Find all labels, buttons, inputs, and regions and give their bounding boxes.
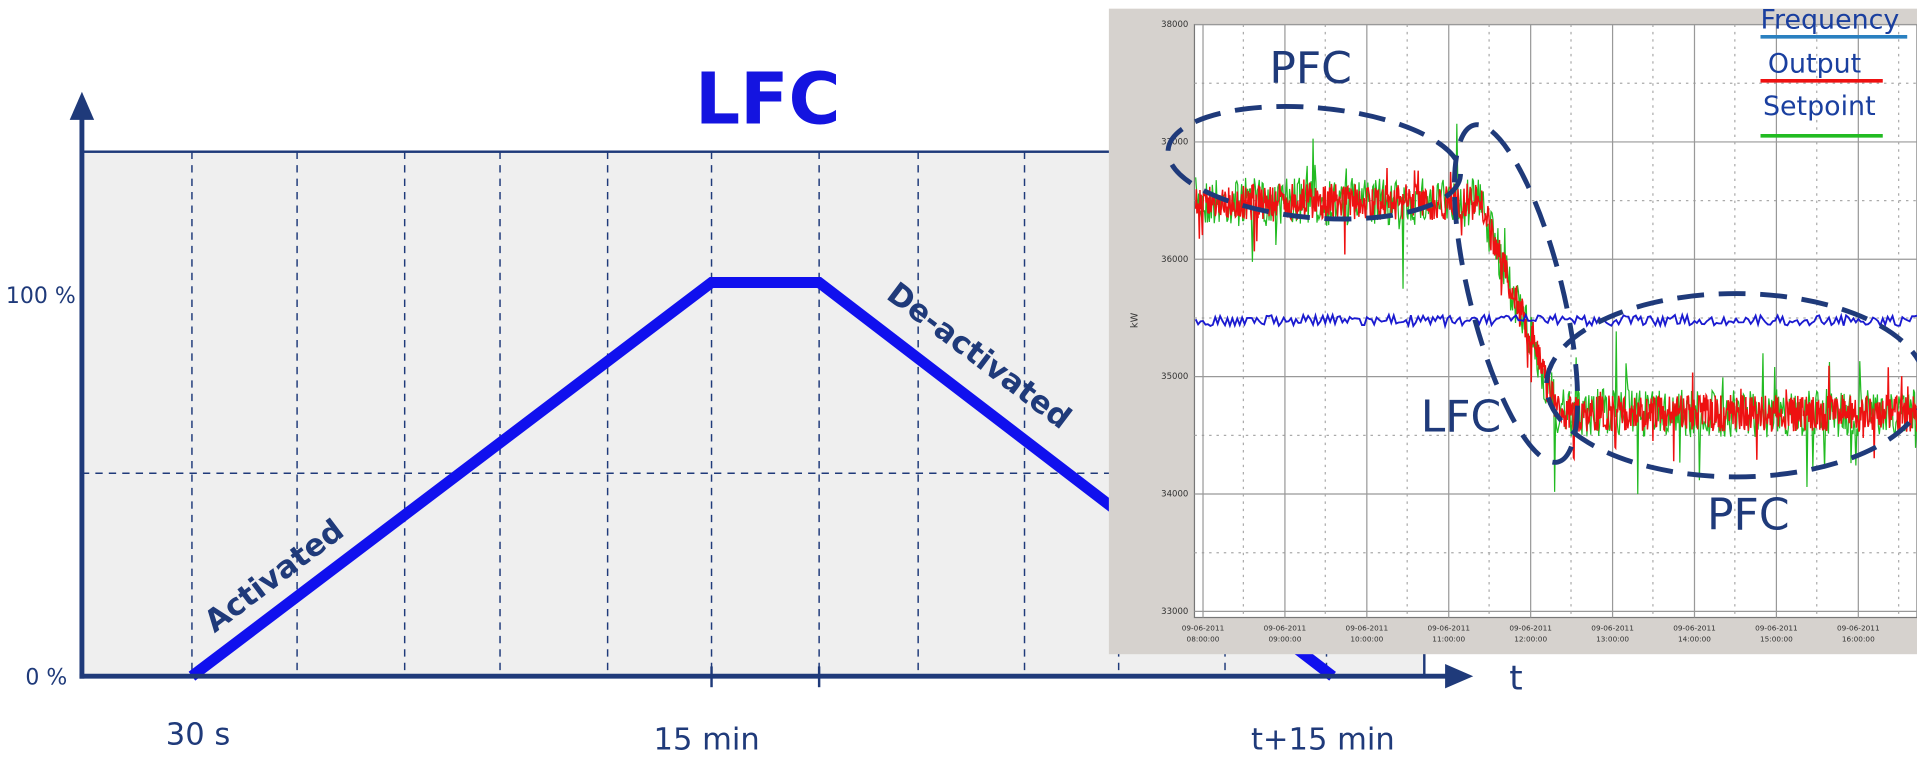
axis-label: t bbox=[1509, 658, 1522, 698]
tick-label: 09-06-2011 bbox=[1673, 624, 1716, 633]
diagram: LFC 100 % 0 % 30 s 15 min t+15 min t Act… bbox=[0, 0, 1917, 757]
tick-label: 11:00:00 bbox=[1432, 635, 1465, 644]
tick-label: 15:00:00 bbox=[1760, 635, 1793, 644]
annotation: PFC bbox=[1269, 43, 1352, 94]
x-label: t+15 min bbox=[1251, 722, 1395, 757]
tick-label: 09-06-2011 bbox=[1346, 624, 1389, 633]
tick-label: 09-06-2011 bbox=[1264, 624, 1307, 633]
tick-label: 09-06-2011 bbox=[1427, 624, 1470, 633]
legend-entry: Setpoint bbox=[1763, 91, 1876, 122]
axis-label: kW bbox=[1130, 312, 1141, 328]
inset: 380003700036000350003400033000kW09-06-20… bbox=[1109, 4, 1917, 654]
tick-label: 09-06-2011 bbox=[1591, 624, 1634, 633]
page: {"title": "LFC", "y_labels": ["100 %", "… bbox=[0, 0, 1917, 757]
title: LFC bbox=[695, 58, 841, 141]
tick-label: 12:00:00 bbox=[1514, 635, 1547, 644]
arrow bbox=[1445, 664, 1473, 688]
tick-label: 09-06-2011 bbox=[1182, 624, 1225, 633]
tick-label: 13:00:00 bbox=[1596, 635, 1629, 644]
x-label: 15 min bbox=[654, 722, 760, 757]
tick-label: 36000 bbox=[1161, 255, 1188, 265]
tick-label: 38000 bbox=[1161, 20, 1188, 30]
arrow bbox=[70, 92, 94, 120]
tick-label: 10:00:00 bbox=[1350, 635, 1383, 644]
legend-entry: Output bbox=[1768, 48, 1861, 79]
tick-label: 09-06-2011 bbox=[1837, 624, 1880, 633]
y-label: 100 % bbox=[6, 284, 76, 309]
tick-label: 16:00:00 bbox=[1842, 635, 1875, 644]
tick-label: 33000 bbox=[1161, 607, 1188, 617]
legend-entry: Frequency bbox=[1761, 4, 1900, 35]
tick-label: 09:00:00 bbox=[1268, 635, 1301, 644]
tick-label: 09-06-2011 bbox=[1509, 624, 1552, 633]
tick-label: 34000 bbox=[1161, 490, 1188, 500]
tick-label: 35000 bbox=[1161, 372, 1188, 382]
tick-label: 14:00:00 bbox=[1678, 635, 1711, 644]
annotation: LFC bbox=[1421, 391, 1502, 442]
annotation: PFC bbox=[1707, 489, 1790, 540]
y-label: 0 % bbox=[25, 666, 67, 691]
tick-label: 09-06-2011 bbox=[1755, 624, 1798, 633]
tick-label: 08:00:00 bbox=[1187, 635, 1220, 644]
x-label: 30 s bbox=[166, 718, 231, 753]
